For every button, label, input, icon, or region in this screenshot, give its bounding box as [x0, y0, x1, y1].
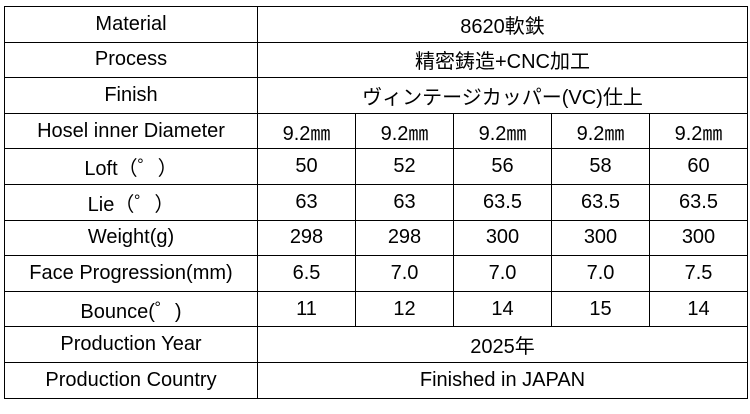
spec-label: Lie（゜）: [4, 183, 258, 221]
spec-value: 8620軟鉄: [257, 6, 748, 43]
spec-value: 7.0: [355, 255, 454, 292]
spec-row: Face Progression(mm) 6.5 7.0 7.0 7.0 7.5: [4, 255, 748, 292]
spec-value: 52: [355, 148, 454, 185]
spec-value: ヴィンテージカッパー(VC)仕上: [257, 77, 748, 114]
spec-value: 50: [257, 148, 356, 185]
spec-value: 300: [453, 219, 552, 257]
spec-table: Material 8620軟鉄 Process 精密鋳造+CNC加工 Finish ヴィン…: [4, 6, 748, 399]
spec-row: Production Year 2025年: [4, 326, 748, 363]
spec-value: 9.2㎜: [551, 112, 650, 150]
spec-value: 11: [257, 290, 356, 328]
spec-value: Finished in JAPAN: [257, 361, 748, 399]
spec-value: 精密鋳造+CNC加工: [257, 41, 748, 79]
spec-value: 9.2㎜: [453, 112, 552, 150]
spec-value: 300: [551, 219, 650, 257]
spec-label: Weight(g): [4, 219, 258, 257]
spec-value: 63.5: [649, 183, 748, 221]
spec-value: 60: [649, 148, 748, 185]
spec-value: 15: [551, 290, 650, 328]
spec-label: Bounce(゜): [4, 290, 258, 328]
spec-value: 63: [257, 183, 356, 221]
spec-row: Bounce(゜) 11 12 14 15 14: [4, 290, 748, 328]
spec-value: 12: [355, 290, 454, 328]
spec-row: Weight(g) 298 298 300 300 300: [4, 219, 748, 257]
spec-row: Finish ヴィンテージカッパー(VC)仕上: [4, 77, 748, 114]
spec-value: 63.5: [551, 183, 650, 221]
spec-label: Process: [4, 41, 258, 79]
spec-value: 2025年: [257, 326, 748, 363]
spec-value: 9.2㎜: [649, 112, 748, 150]
spec-value: 9.2㎜: [355, 112, 454, 150]
spec-value: 298: [257, 219, 356, 257]
spec-row: Material 8620軟鉄: [4, 6, 748, 43]
spec-label: Face Progression(mm): [4, 255, 258, 292]
spec-value: 14: [649, 290, 748, 328]
spec-label: Hosel inner Diameter: [4, 112, 258, 150]
spec-value: 63.5: [453, 183, 552, 221]
spec-value: 63: [355, 183, 454, 221]
spec-label: Production Year: [4, 326, 258, 363]
spec-row: Loft（゜） 50 52 56 58 60: [4, 148, 748, 185]
spec-row: Lie（゜） 63 63 63.5 63.5 63.5: [4, 183, 748, 221]
spec-value: 7.5: [649, 255, 748, 292]
spec-value: 6.5: [257, 255, 356, 292]
spec-value: 14: [453, 290, 552, 328]
spec-label: Material: [4, 6, 258, 43]
spec-row: Process 精密鋳造+CNC加工: [4, 41, 748, 79]
spec-value: 9.2㎜: [257, 112, 356, 150]
spec-value: 56: [453, 148, 552, 185]
spec-value: 58: [551, 148, 650, 185]
spec-value: 7.0: [453, 255, 552, 292]
spec-label: Production Country: [4, 361, 258, 399]
spec-label: Loft（゜）: [4, 148, 258, 185]
spec-row: Hosel inner Diameter 9.2㎜ 9.2㎜ 9.2㎜ 9.2㎜ 9.2㎜: [4, 112, 748, 150]
spec-row: Production Country Finished in JAPAN: [4, 361, 748, 399]
spec-value: 300: [649, 219, 748, 257]
spec-label: Finish: [4, 77, 258, 114]
spec-value: 298: [355, 219, 454, 257]
spec-value: 7.0: [551, 255, 650, 292]
